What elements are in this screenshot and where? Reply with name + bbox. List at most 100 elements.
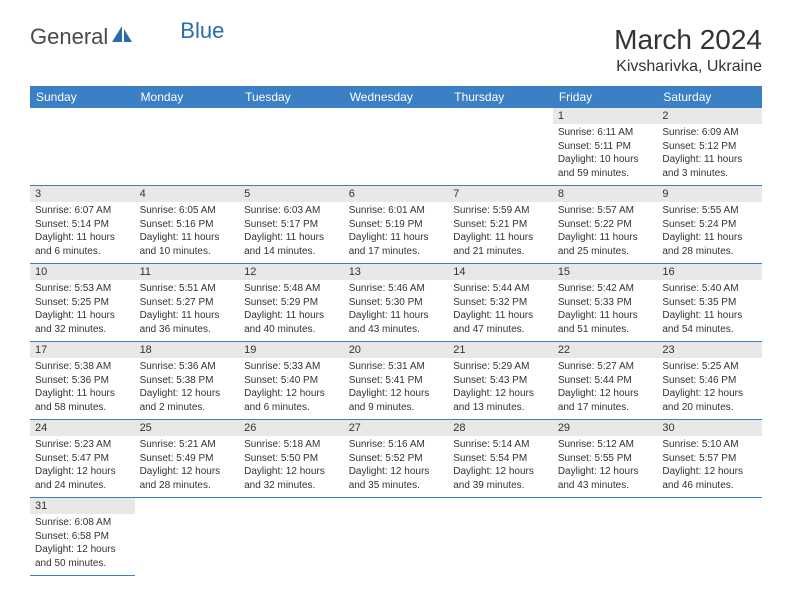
sunset-text: Sunset: 5:27 PM [140, 296, 235, 310]
sunrise-text: Sunrise: 5:48 AM [244, 282, 339, 296]
day-number: 3 [30, 186, 135, 202]
calendar-body: 1Sunrise: 6:11 AMSunset: 5:11 PMDaylight… [30, 108, 762, 576]
daylight-text: Daylight: 12 hours and 24 minutes. [35, 465, 130, 492]
calendar-cell: 29Sunrise: 5:12 AMSunset: 5:55 PMDayligh… [553, 420, 658, 498]
day-number: 28 [448, 420, 553, 436]
day-info: Sunrise: 6:07 AMSunset: 5:14 PMDaylight:… [30, 202, 135, 263]
day-info: Sunrise: 5:57 AMSunset: 5:22 PMDaylight:… [553, 202, 658, 263]
sunrise-text: Sunrise: 5:21 AM [140, 438, 235, 452]
day-number: 24 [30, 420, 135, 436]
day-info: Sunrise: 5:33 AMSunset: 5:40 PMDaylight:… [239, 358, 344, 419]
daylight-text: Daylight: 10 hours and 59 minutes. [558, 153, 653, 180]
day-number: 18 [135, 342, 240, 358]
sunrise-text: Sunrise: 6:07 AM [35, 204, 130, 218]
daylight-text: Daylight: 11 hours and 43 minutes. [349, 309, 444, 336]
day-number: 22 [553, 342, 658, 358]
daylight-text: Daylight: 12 hours and 35 minutes. [349, 465, 444, 492]
daylight-text: Daylight: 11 hours and 47 minutes. [453, 309, 548, 336]
daylight-text: Daylight: 11 hours and 25 minutes. [558, 231, 653, 258]
day-number: 25 [135, 420, 240, 436]
day-info: Sunrise: 5:12 AMSunset: 5:55 PMDaylight:… [553, 436, 658, 497]
day-info: Sunrise: 5:25 AMSunset: 5:46 PMDaylight:… [657, 358, 762, 419]
calendar-cell: 17Sunrise: 5:38 AMSunset: 5:36 PMDayligh… [30, 342, 135, 420]
calendar-cell: 7Sunrise: 5:59 AMSunset: 5:21 PMDaylight… [448, 186, 553, 264]
sunrise-text: Sunrise: 6:01 AM [349, 204, 444, 218]
calendar-cell: 16Sunrise: 5:40 AMSunset: 5:35 PMDayligh… [657, 264, 762, 342]
sunset-text: Sunset: 5:41 PM [349, 374, 444, 388]
calendar-row: 24Sunrise: 5:23 AMSunset: 5:47 PMDayligh… [30, 420, 762, 498]
sunrise-text: Sunrise: 5:55 AM [662, 204, 757, 218]
weekday-header: Monday [135, 86, 240, 108]
daylight-text: Daylight: 12 hours and 28 minutes. [140, 465, 235, 492]
sunset-text: Sunset: 5:57 PM [662, 452, 757, 466]
sunset-text: Sunset: 5:22 PM [558, 218, 653, 232]
month-title: March 2024 [614, 24, 762, 56]
sunset-text: Sunset: 5:38 PM [140, 374, 235, 388]
calendar-cell: 6Sunrise: 6:01 AMSunset: 5:19 PMDaylight… [344, 186, 449, 264]
day-info: Sunrise: 5:46 AMSunset: 5:30 PMDaylight:… [344, 280, 449, 341]
calendar-cell: 3Sunrise: 6:07 AMSunset: 5:14 PMDaylight… [30, 186, 135, 264]
calendar-cell: 2Sunrise: 6:09 AMSunset: 5:12 PMDaylight… [657, 108, 762, 186]
calendar-cell: 15Sunrise: 5:42 AMSunset: 5:33 PMDayligh… [553, 264, 658, 342]
calendar-cell: 23Sunrise: 5:25 AMSunset: 5:46 PMDayligh… [657, 342, 762, 420]
daylight-text: Daylight: 12 hours and 17 minutes. [558, 387, 653, 414]
brand-part2: Blue [180, 18, 224, 44]
sunrise-text: Sunrise: 5:42 AM [558, 282, 653, 296]
sunset-text: Sunset: 5:14 PM [35, 218, 130, 232]
sunset-text: Sunset: 5:16 PM [140, 218, 235, 232]
day-number: 4 [135, 186, 240, 202]
daylight-text: Daylight: 12 hours and 13 minutes. [453, 387, 548, 414]
sunset-text: Sunset: 5:49 PM [140, 452, 235, 466]
calendar-cell: 20Sunrise: 5:31 AMSunset: 5:41 PMDayligh… [344, 342, 449, 420]
sunrise-text: Sunrise: 6:09 AM [662, 126, 757, 140]
day-info: Sunrise: 6:05 AMSunset: 5:16 PMDaylight:… [135, 202, 240, 263]
calendar-cell [344, 498, 449, 576]
sunset-text: Sunset: 5:29 PM [244, 296, 339, 310]
calendar-cell: 11Sunrise: 5:51 AMSunset: 5:27 PMDayligh… [135, 264, 240, 342]
daylight-text: Daylight: 12 hours and 6 minutes. [244, 387, 339, 414]
sunrise-text: Sunrise: 5:10 AM [662, 438, 757, 452]
sunset-text: Sunset: 5:32 PM [453, 296, 548, 310]
sunrise-text: Sunrise: 5:27 AM [558, 360, 653, 374]
sunset-text: Sunset: 5:50 PM [244, 452, 339, 466]
day-info: Sunrise: 5:55 AMSunset: 5:24 PMDaylight:… [657, 202, 762, 263]
sunset-text: Sunset: 5:52 PM [349, 452, 444, 466]
daylight-text: Daylight: 11 hours and 28 minutes. [662, 231, 757, 258]
calendar-cell: 19Sunrise: 5:33 AMSunset: 5:40 PMDayligh… [239, 342, 344, 420]
calendar-cell [135, 498, 240, 576]
header: General Blue March 2024 Kivsharivka, Ukr… [30, 24, 762, 76]
sunrise-text: Sunrise: 5:57 AM [558, 204, 653, 218]
sunrise-text: Sunrise: 6:03 AM [244, 204, 339, 218]
calendar-cell: 18Sunrise: 5:36 AMSunset: 5:38 PMDayligh… [135, 342, 240, 420]
sunrise-text: Sunrise: 5:40 AM [662, 282, 757, 296]
sunrise-text: Sunrise: 5:18 AM [244, 438, 339, 452]
calendar-cell [448, 498, 553, 576]
sunrise-text: Sunrise: 5:25 AM [662, 360, 757, 374]
calendar-cell: 26Sunrise: 5:18 AMSunset: 5:50 PMDayligh… [239, 420, 344, 498]
daylight-text: Daylight: 12 hours and 39 minutes. [453, 465, 548, 492]
day-number: 31 [30, 498, 135, 514]
day-info: Sunrise: 6:09 AMSunset: 5:12 PMDaylight:… [657, 124, 762, 185]
day-number: 16 [657, 264, 762, 280]
sunset-text: Sunset: 5:46 PM [662, 374, 757, 388]
day-info: Sunrise: 5:42 AMSunset: 5:33 PMDaylight:… [553, 280, 658, 341]
daylight-text: Daylight: 11 hours and 58 minutes. [35, 387, 130, 414]
calendar-cell [135, 108, 240, 186]
sunrise-text: Sunrise: 5:14 AM [453, 438, 548, 452]
weekday-header: Sunday [30, 86, 135, 108]
sunrise-text: Sunrise: 6:11 AM [558, 126, 653, 140]
calendar-row: 31Sunrise: 6:08 AMSunset: 6:58 PMDayligh… [30, 498, 762, 576]
weekday-header: Wednesday [344, 86, 449, 108]
day-number: 19 [239, 342, 344, 358]
brand-logo: General Blue [30, 24, 224, 50]
sunset-text: Sunset: 5:25 PM [35, 296, 130, 310]
day-number: 30 [657, 420, 762, 436]
calendar-cell: 12Sunrise: 5:48 AMSunset: 5:29 PMDayligh… [239, 264, 344, 342]
calendar-cell [344, 108, 449, 186]
sunrise-text: Sunrise: 6:05 AM [140, 204, 235, 218]
calendar-cell: 5Sunrise: 6:03 AMSunset: 5:17 PMDaylight… [239, 186, 344, 264]
calendar-cell [239, 108, 344, 186]
calendar-cell: 25 Sunrise: 5:21 AMSunset: 5:49 PMDayligh… [135, 420, 240, 498]
sunset-text: Sunset: 5:33 PM [558, 296, 653, 310]
sunrise-text: Sunrise: 5:33 AM [244, 360, 339, 374]
